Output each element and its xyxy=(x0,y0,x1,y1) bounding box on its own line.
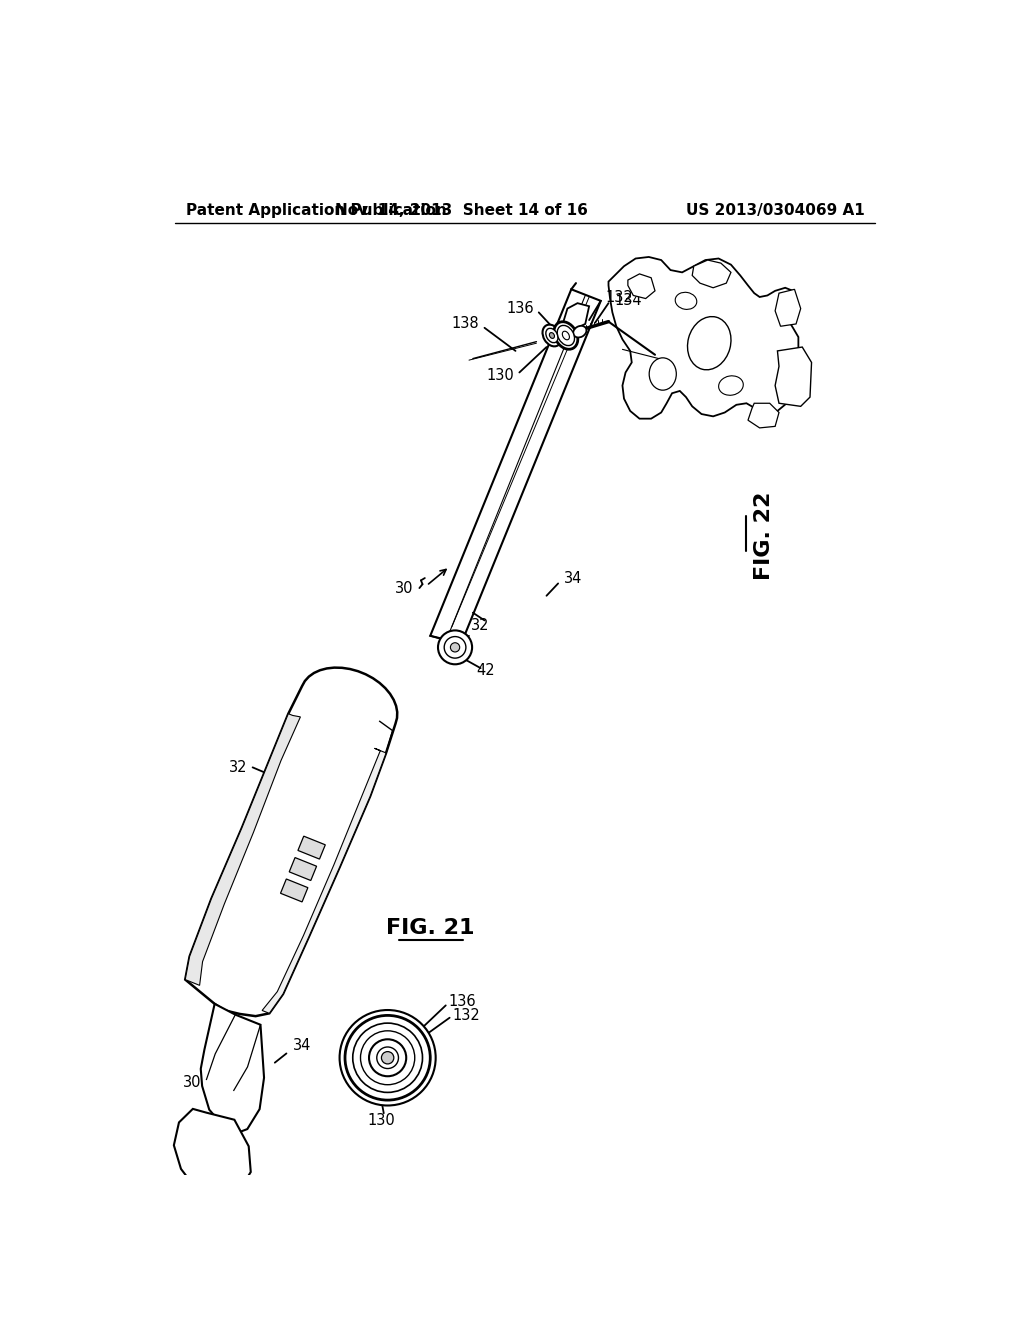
Polygon shape xyxy=(185,714,300,985)
Text: 50: 50 xyxy=(231,865,250,880)
Text: 136: 136 xyxy=(449,994,476,1008)
Text: 34: 34 xyxy=(293,1039,311,1053)
Text: Nov. 14, 2013  Sheet 14 of 16: Nov. 14, 2013 Sheet 14 of 16 xyxy=(335,203,588,218)
Polygon shape xyxy=(281,879,308,902)
Text: FIG. 21: FIG. 21 xyxy=(386,919,474,939)
Circle shape xyxy=(345,1015,430,1100)
Ellipse shape xyxy=(649,358,676,391)
Circle shape xyxy=(360,1031,415,1085)
Polygon shape xyxy=(289,858,316,880)
Ellipse shape xyxy=(546,329,558,343)
Polygon shape xyxy=(692,260,731,288)
Polygon shape xyxy=(775,347,812,407)
Text: 134: 134 xyxy=(614,293,642,309)
Polygon shape xyxy=(748,404,779,428)
Text: 32: 32 xyxy=(471,618,489,634)
Polygon shape xyxy=(174,1109,251,1197)
Circle shape xyxy=(352,1023,423,1093)
Text: 136: 136 xyxy=(507,301,535,315)
Ellipse shape xyxy=(573,326,587,338)
Polygon shape xyxy=(185,668,397,1016)
Text: US 2013/0304069 A1: US 2013/0304069 A1 xyxy=(685,203,864,218)
Circle shape xyxy=(444,636,466,659)
Polygon shape xyxy=(201,1003,264,1134)
Circle shape xyxy=(369,1039,407,1076)
Ellipse shape xyxy=(543,325,561,346)
Polygon shape xyxy=(298,836,326,859)
Text: 32: 32 xyxy=(228,760,247,775)
Text: 138: 138 xyxy=(452,317,479,331)
Circle shape xyxy=(451,643,460,652)
Text: 30: 30 xyxy=(394,581,414,595)
Ellipse shape xyxy=(675,292,696,309)
Text: 130: 130 xyxy=(486,368,514,383)
Text: Patent Application Publication: Patent Application Publication xyxy=(186,203,446,218)
Circle shape xyxy=(377,1047,398,1069)
Polygon shape xyxy=(562,304,589,330)
Polygon shape xyxy=(628,275,655,298)
Ellipse shape xyxy=(687,317,731,370)
Polygon shape xyxy=(608,257,799,418)
Circle shape xyxy=(438,631,472,664)
Text: FIG. 22: FIG. 22 xyxy=(754,491,773,579)
Ellipse shape xyxy=(557,326,574,346)
Circle shape xyxy=(381,1052,394,1064)
Ellipse shape xyxy=(554,322,578,350)
Text: 130: 130 xyxy=(368,1113,395,1129)
Polygon shape xyxy=(775,289,801,326)
Ellipse shape xyxy=(562,331,569,339)
Polygon shape xyxy=(262,748,386,1014)
Text: 42: 42 xyxy=(477,663,496,678)
Text: 30: 30 xyxy=(183,1074,202,1090)
Text: 132: 132 xyxy=(452,1008,479,1023)
Ellipse shape xyxy=(719,376,743,395)
Ellipse shape xyxy=(550,333,554,338)
Circle shape xyxy=(340,1010,435,1106)
Text: 132: 132 xyxy=(605,290,633,305)
Polygon shape xyxy=(430,289,601,644)
Text: 34: 34 xyxy=(564,570,583,586)
